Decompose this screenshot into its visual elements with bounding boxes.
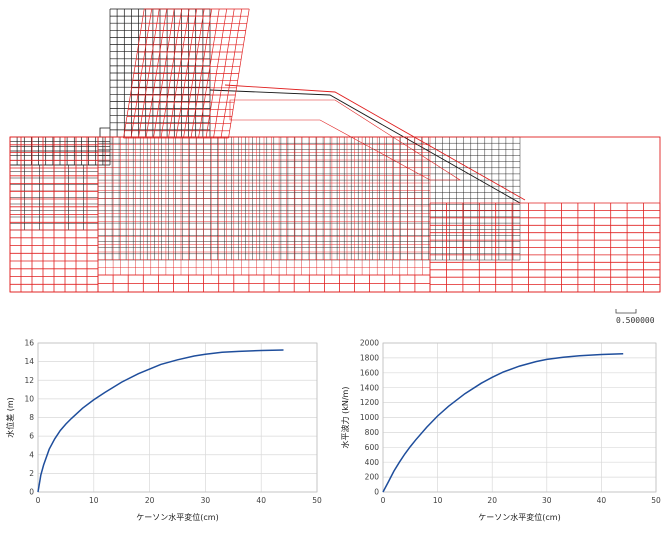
y-tick-label: 1800: [360, 354, 379, 363]
y-tick-label: 0: [374, 488, 379, 497]
y-tick-label: 12: [24, 376, 34, 385]
x-tick-label: 50: [651, 496, 661, 505]
x-tick-label: 40: [597, 496, 607, 505]
y-tick-labels: 0 2 4 6 8 10 12 14 16: [24, 339, 34, 497]
x-axis-label: ケーソン水平変位(cm): [478, 512, 560, 522]
y-tick-label: 16: [24, 339, 34, 348]
x-tick-label: 30: [542, 496, 552, 505]
scale-bar: 0.500000: [615, 309, 655, 325]
y-tick-label: 8: [29, 413, 34, 422]
x-tick-labels: 0 10 20 30 40 50: [36, 496, 322, 505]
water-level-chart: 0 10 20 30 40 50 0 2 4 6 8 10 12 14 16 ケーソン水平変位(cm) 水…: [5, 339, 322, 522]
x-tick-label: 20: [487, 496, 497, 505]
x-tick-label: 20: [145, 496, 155, 505]
y-tick-label: 400: [365, 458, 380, 467]
y-tick-labels: 0 200 400 600 800 1000 1200 1400 1600 1800 2000: [360, 339, 379, 497]
x-tick-label: 10: [433, 496, 443, 505]
y-tick-label: 1000: [360, 413, 379, 422]
plot-frame: [382, 342, 657, 493]
x-tick-label: 0: [36, 496, 41, 505]
x-tick-label: 10: [89, 496, 99, 505]
y-tick-label: 1600: [360, 368, 379, 377]
deformed-mesh: [9, 8, 661, 293]
wave-force-chart: 0 10 20 30 40 50 0 200 400 600 800 1000 1200 1400 160…: [340, 339, 661, 522]
x-axis-label: ケーソン水平変位(cm): [136, 512, 218, 522]
y-tick-label: 4: [29, 450, 34, 459]
x-tick-label: 40: [256, 496, 266, 505]
scale-label: 0.500000: [616, 316, 655, 325]
series-line: [37, 349, 284, 493]
x-tick-label: 50: [312, 496, 322, 505]
y-tick-label: 1400: [360, 383, 379, 392]
x-tick-labels: 0 10 20 30 40 50: [381, 496, 661, 505]
y-axis-label: 水位差 (m): [5, 397, 15, 438]
y-tick-label: 800: [365, 428, 380, 437]
y-tick-label: 600: [365, 443, 380, 452]
y-tick-label: 200: [365, 473, 380, 482]
y-tick-label: 2: [29, 469, 34, 478]
grid: [37, 342, 318, 493]
deformed-mesh-figure: 0.500000: [9, 8, 661, 325]
x-tick-label: 0: [381, 496, 386, 505]
y-tick-label: 14: [24, 357, 34, 366]
y-tick-label: 10: [24, 394, 34, 403]
plot-frame: [37, 342, 318, 493]
y-tick-label: 1200: [360, 398, 379, 407]
y-tick-label: 2000: [360, 339, 379, 348]
y-tick-label: 6: [29, 432, 34, 441]
x-tick-label: 30: [201, 496, 211, 505]
series-line: [382, 353, 624, 493]
y-axis-label: 水平波力 (kN/m): [340, 387, 350, 449]
y-tick-label: 0: [29, 488, 34, 497]
